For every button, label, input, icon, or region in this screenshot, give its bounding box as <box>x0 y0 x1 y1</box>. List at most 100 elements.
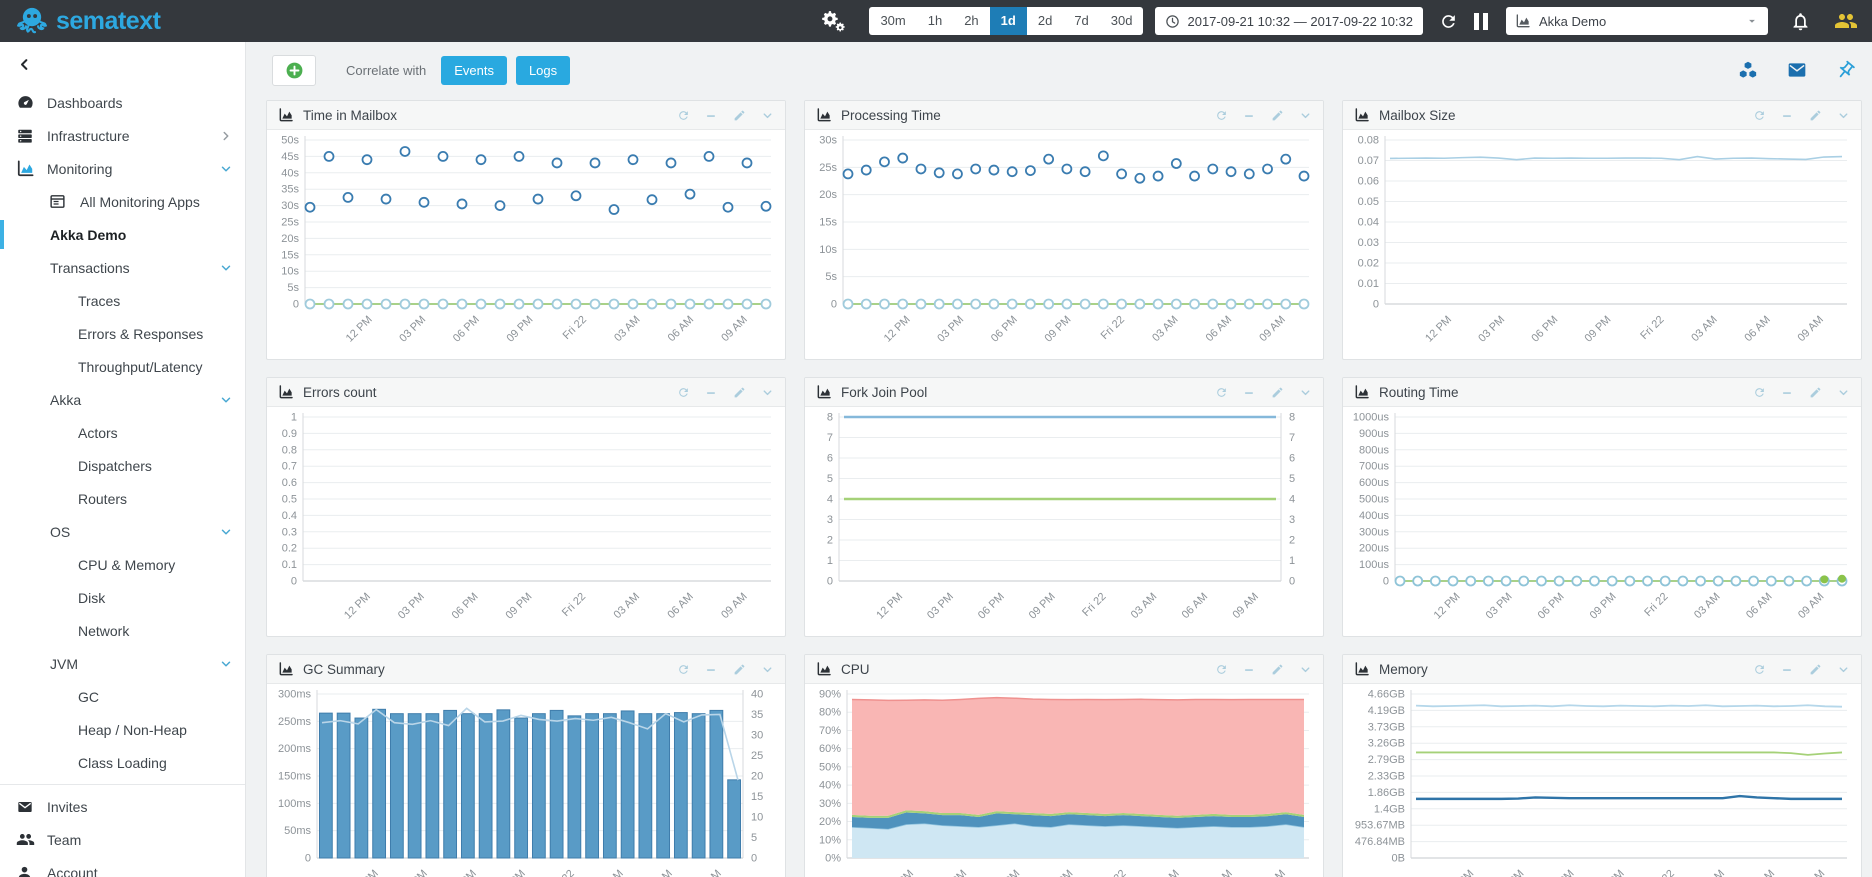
sidebar-item-team[interactable]: Team <box>0 823 245 856</box>
pause-icon[interactable] <box>1474 12 1488 30</box>
sidebar-item-disk[interactable]: Disk <box>0 581 245 614</box>
sidebar-item-dashboards[interactable]: Dashboards <box>0 86 245 119</box>
time-range-1d[interactable]: 1d <box>989 7 1027 35</box>
edit-icon[interactable] <box>1271 663 1284 676</box>
edit-icon[interactable] <box>733 663 746 676</box>
time-range-2d[interactable]: 2d <box>1037 13 1053 28</box>
cubes-icon[interactable] <box>1737 59 1759 81</box>
sidebar-item-invites[interactable]: Invites <box>0 790 245 823</box>
refresh-icon[interactable] <box>1439 12 1458 31</box>
refresh-icon[interactable] <box>1753 386 1766 399</box>
chevron-down-icon[interactable] <box>220 163 232 175</box>
sidebar-item-dispatchers[interactable]: Dispatchers <box>0 449 245 482</box>
time-range-2h[interactable]: 2h <box>964 13 979 28</box>
collapse-icon[interactable] <box>1243 386 1256 399</box>
edit-icon[interactable] <box>1809 386 1822 399</box>
collapse-icon[interactable] <box>1781 109 1794 122</box>
chevron-down-icon[interactable] <box>220 262 232 274</box>
collapse-icon[interactable] <box>1781 663 1794 676</box>
sidebar-item-heap-non-heap[interactable]: Heap / Non-Heap <box>0 713 245 746</box>
svg-text:09 AM: 09 AM <box>693 868 724 877</box>
edit-icon[interactable] <box>1271 109 1284 122</box>
chart-area-icon <box>278 661 294 677</box>
time-range-30m[interactable]: 30m <box>880 13 906 28</box>
sidebar-item-infrastructure[interactable]: Infrastructure <box>0 119 245 152</box>
gears-icon[interactable] <box>821 10 846 32</box>
sidebar-item-account[interactable]: Account <box>0 856 245 877</box>
app-selector[interactable]: Akka Demo <box>1506 7 1768 35</box>
time-range-1h[interactable]: 1h <box>927 13 943 28</box>
chevron-down-icon[interactable] <box>1837 386 1850 399</box>
sidebar-item-akka[interactable]: Akka <box>0 383 245 416</box>
brand-logo[interactable]: sematext <box>14 4 161 38</box>
edit-icon[interactable] <box>1271 386 1284 399</box>
chevron-down-icon[interactable] <box>1299 109 1312 122</box>
chevron-down-icon[interactable] <box>1299 663 1312 676</box>
sidebar-item-label: Heap / Non-Heap <box>78 721 187 738</box>
chart-panel-fork-join-pool: Fork Join Pool 0 1 2 3 4 5 6 7 8 0 1 2 3 4 5 6 7 8 12 PM 03 … <box>804 377 1324 637</box>
mail-icon[interactable] <box>1786 60 1808 80</box>
collapse-icon[interactable] <box>1243 663 1256 676</box>
sidebar-item-network[interactable]: Network <box>0 614 245 647</box>
collapse-icon[interactable] <box>705 386 718 399</box>
svg-text:0: 0 <box>1289 576 1295 588</box>
chevron-right-icon[interactable] <box>220 130 232 142</box>
sidebar-item-transactions[interactable]: Transactions <box>0 251 245 284</box>
svg-text:600us: 600us <box>1359 477 1389 489</box>
edit-icon[interactable] <box>733 109 746 122</box>
correlate-events-button[interactable]: Events <box>441 55 507 85</box>
chevron-down-icon[interactable] <box>761 663 774 676</box>
date-range-picker[interactable]: 2017-09-21 10:32 — 2017-09-22 10:32 <box>1155 7 1423 35</box>
collapse-icon[interactable] <box>1781 386 1794 399</box>
sidebar-item-akka-demo[interactable]: Akka Demo <box>0 218 245 251</box>
sidebar-item-gc[interactable]: GC <box>0 680 245 713</box>
sidebar-item-os[interactable]: OS <box>0 515 245 548</box>
sidebar-item-errors-responses[interactable]: Errors & Responses <box>0 317 245 350</box>
chevron-down-icon[interactable] <box>1837 109 1850 122</box>
svg-text:03 AM: 03 AM <box>612 591 643 622</box>
chevron-down-icon[interactable] <box>220 658 232 670</box>
sidebar-item-monitoring[interactable]: Monitoring <box>0 152 245 185</box>
collapse-icon[interactable] <box>705 663 718 676</box>
sidebar-item-actors[interactable]: Actors <box>0 416 245 449</box>
sidebar-item-label: Dashboards <box>47 94 123 111</box>
edit-icon[interactable] <box>1809 109 1822 122</box>
collapse-icon[interactable] <box>1243 109 1256 122</box>
chevron-down-icon[interactable] <box>220 394 232 406</box>
chevron-down-icon[interactable] <box>761 109 774 122</box>
svg-text:5: 5 <box>1289 473 1295 485</box>
sidebar-item-cpu-memory[interactable]: CPU & Memory <box>0 548 245 581</box>
collapse-sidebar-button[interactable] <box>17 57 35 77</box>
refresh-icon[interactable] <box>1753 663 1766 676</box>
refresh-icon[interactable] <box>1215 386 1228 399</box>
chevron-down-icon[interactable] <box>220 526 232 538</box>
correlate-with-label: Correlate with <box>346 62 427 78</box>
svg-text:20%: 20% <box>819 816 841 828</box>
time-range-30d[interactable]: 30d <box>1110 13 1133 28</box>
chevron-down-icon[interactable] <box>1299 386 1312 399</box>
refresh-icon[interactable] <box>1753 109 1766 122</box>
chart-area-icon <box>278 107 294 123</box>
add-chart-button[interactable] <box>272 54 316 86</box>
sidebar-item-traces[interactable]: Traces <box>0 284 245 317</box>
chevron-down-icon[interactable] <box>1837 663 1850 676</box>
sidebar-item-class-loading[interactable]: Class Loading <box>0 746 245 779</box>
refresh-icon[interactable] <box>677 109 690 122</box>
edit-icon[interactable] <box>733 386 746 399</box>
chevron-down-icon[interactable] <box>761 386 774 399</box>
refresh-icon[interactable] <box>677 663 690 676</box>
refresh-icon[interactable] <box>1215 663 1228 676</box>
pin-icon[interactable] <box>1835 60 1856 81</box>
bell-icon[interactable] <box>1790 11 1811 32</box>
correlate-logs-button[interactable]: Logs <box>515 55 571 85</box>
time-range-7d[interactable]: 7d <box>1074 13 1089 28</box>
sidebar-item-throughput-latency[interactable]: Throughput/Latency <box>0 350 245 383</box>
refresh-icon[interactable] <box>1215 109 1228 122</box>
sidebar-item-all-monitoring-apps[interactable]: All Monitoring Apps <box>0 185 245 218</box>
sidebar-item-routers[interactable]: Routers <box>0 482 245 515</box>
sidebar-item-jvm[interactable]: JVM <box>0 647 245 680</box>
edit-icon[interactable] <box>1809 663 1822 676</box>
users-icon[interactable] <box>1834 9 1858 33</box>
refresh-icon[interactable] <box>677 386 690 399</box>
collapse-icon[interactable] <box>705 109 718 122</box>
